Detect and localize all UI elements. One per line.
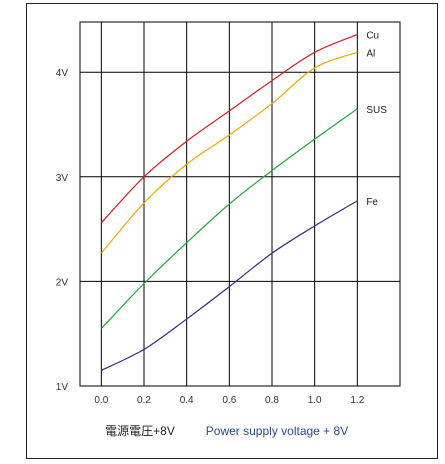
x-tick-label-1: 0.2 — [137, 395, 151, 406]
series-lines — [100, 33, 358, 371]
x-axis-label-en: Power supply voltage + 8V — [206, 424, 348, 438]
x-axis-label-jp: 電源電圧+8V — [105, 424, 175, 438]
series-label-al: Al — [366, 48, 375, 59]
series-line-fe — [101, 200, 358, 371]
x-tick-label-4: 0.8 — [265, 395, 279, 406]
series-label-fe: Fe — [366, 197, 378, 208]
tick-labels: 0.0 0.2 0.4 0.6 0.8 1.0 1.2 1V 2V 3V 4V — [56, 68, 365, 406]
chart-frame — [26, 3, 438, 459]
series-line-sus — [100, 108, 358, 329]
x-tick-label-2: 0.4 — [180, 395, 194, 406]
series-line-al — [100, 51, 358, 254]
y-tick-label-2: 3V — [56, 173, 69, 184]
x-tick-label-5: 1.0 — [308, 395, 322, 406]
series-label-sus: SUS — [366, 105, 387, 116]
series-label-cu: Cu — [366, 31, 379, 42]
x-tick-label-3: 0.6 — [222, 395, 236, 406]
grid — [79, 21, 401, 387]
y-tick-label-3: 4V — [56, 68, 69, 79]
y-tick-label-0: 1V — [56, 382, 69, 393]
x-tick-label-0: 0.0 — [94, 395, 108, 406]
series-labels: Cu Al SUS Fe — [366, 31, 387, 208]
y-tick-label-1: 2V — [56, 277, 69, 288]
x-tick-label-6: 1.2 — [350, 395, 364, 406]
series-line-cu — [100, 33, 358, 224]
